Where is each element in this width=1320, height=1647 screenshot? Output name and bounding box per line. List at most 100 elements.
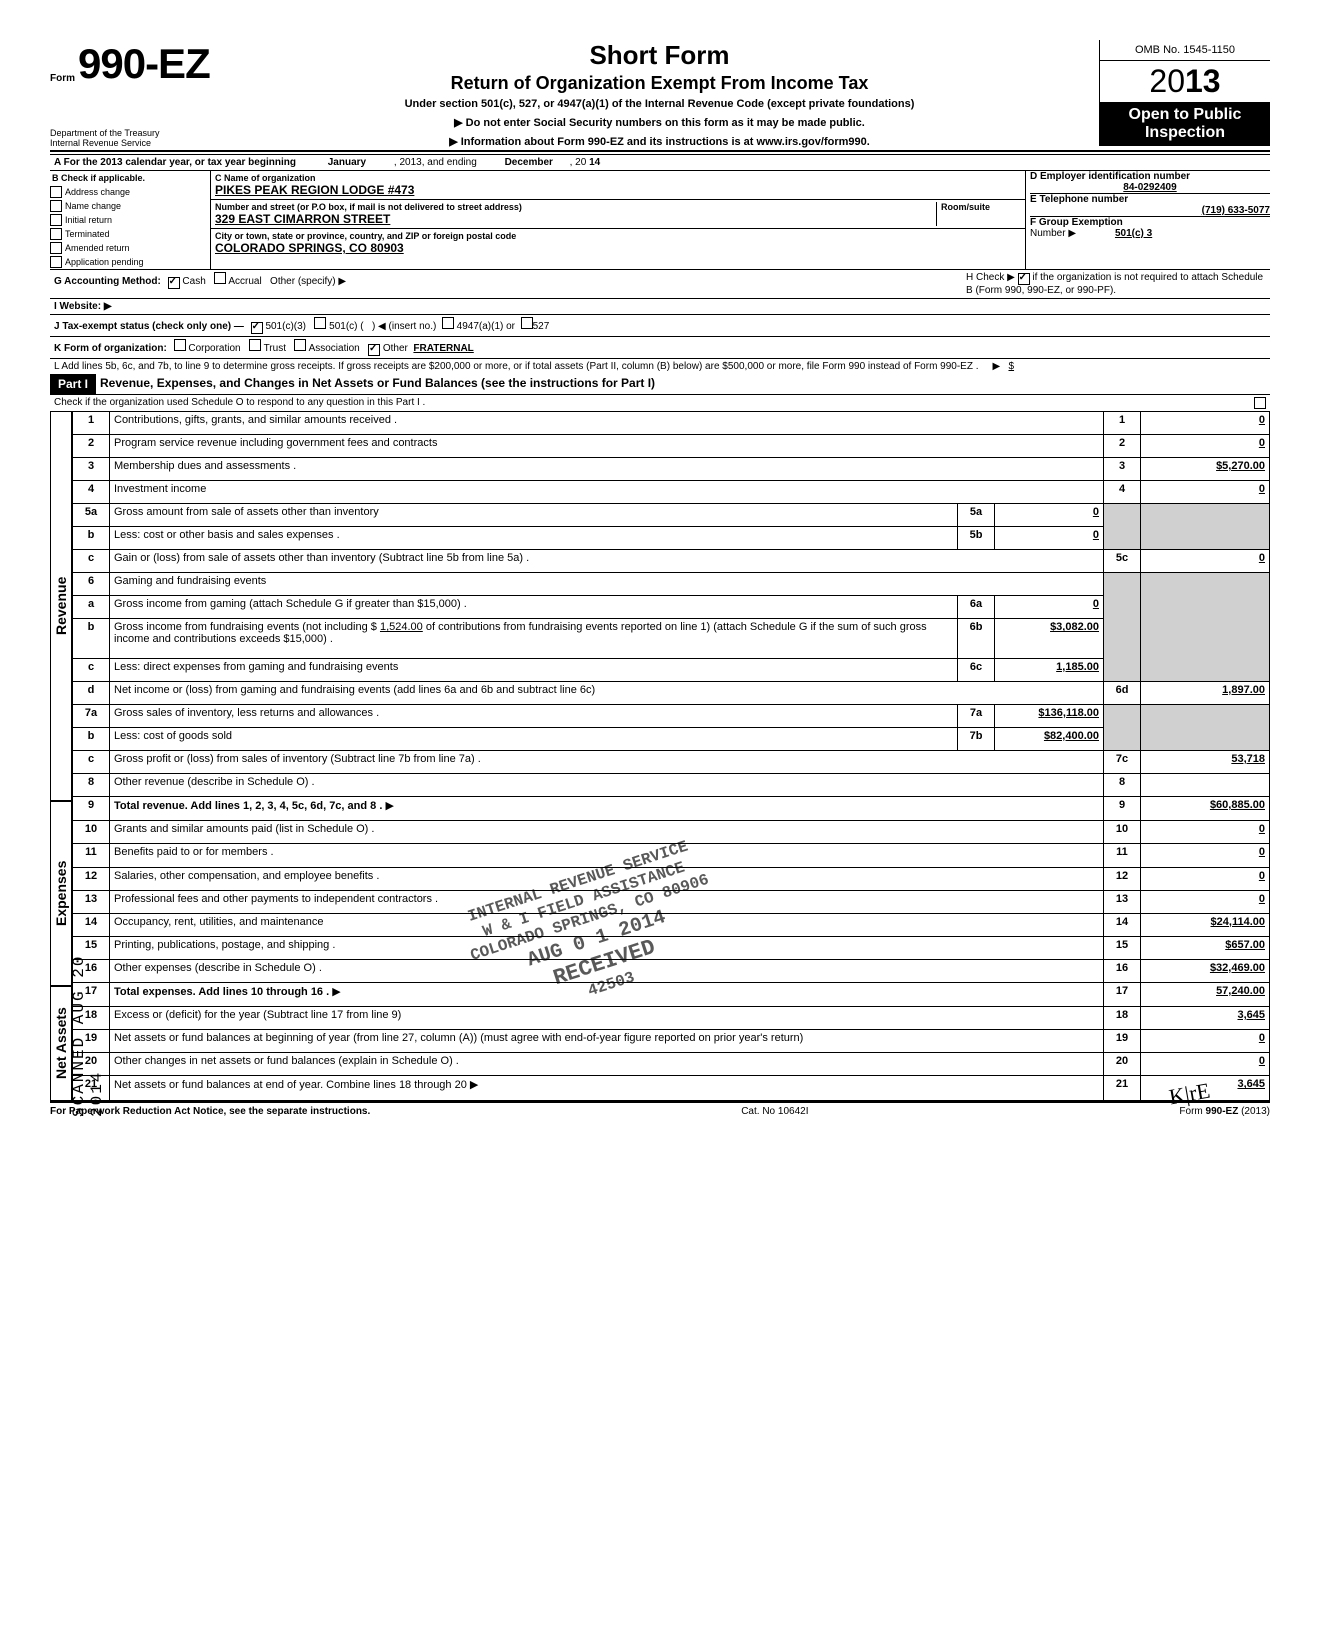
line-10-amt: 0: [1141, 821, 1270, 844]
line-12-amt: 0: [1141, 867, 1270, 890]
line-5b-sub: 0: [995, 527, 1104, 550]
line-3-amt: $5,270.00: [1141, 458, 1270, 481]
vlabel-revenue: Revenue: [50, 411, 72, 801]
cb-corp[interactable]: [174, 339, 186, 351]
cb-trust[interactable]: [249, 339, 261, 351]
period-begin: January: [328, 157, 366, 168]
line-16-amt: $32,469.00: [1141, 959, 1270, 982]
cb-name-change[interactable]: [50, 200, 62, 212]
footer-right: 990-EZ: [1206, 1106, 1239, 1117]
part1-label: Part I: [50, 374, 96, 394]
part1-title: Revenue, Expenses, and Changes in Net As…: [96, 374, 1270, 394]
cb-accrual[interactable]: [214, 272, 226, 284]
line-5a-sub: 0: [995, 504, 1104, 527]
line-2-amt: 0: [1141, 435, 1270, 458]
year-prefix: 20: [1149, 63, 1185, 99]
lbl-name-change: Name change: [65, 201, 121, 211]
tax-exempt-label: J Tax-exempt status (check only one) —: [54, 321, 244, 332]
line-5b-desc: Less: cost or other basis and sales expe…: [110, 527, 958, 550]
line-14-desc: Occupancy, rent, utilities, and maintena…: [110, 913, 1104, 936]
title-short-form: Short Form: [230, 40, 1089, 71]
line-17-amt: 57,240.00: [1141, 982, 1270, 1006]
line-21-desc: Net assets or fund balances at end of ye…: [114, 1079, 467, 1091]
cb-amended[interactable]: [50, 242, 62, 254]
line-1-amt: 0: [1141, 412, 1270, 435]
cb-terminated[interactable]: [50, 228, 62, 240]
name-label: C Name of organization: [215, 173, 1021, 183]
line-6a-sub: 0: [995, 596, 1104, 619]
line-11-desc: Benefits paid to or for members .: [110, 844, 1104, 867]
dept-treasury: Department of the Treasury: [50, 128, 220, 138]
scanned-stamp: SCANNED AUG 20 2014: [70, 920, 106, 1117]
cb-address-change[interactable]: [50, 186, 62, 198]
city-label: City or town, state or province, country…: [215, 231, 1021, 241]
period-label: A For the 2013 calendar year, or tax yea…: [54, 157, 296, 168]
line-7b-desc: Less: cost of goods sold: [110, 727, 958, 750]
lbl-trust: Trust: [264, 343, 286, 354]
line-16-desc: Other expenses (describe in Schedule O) …: [110, 959, 1104, 982]
l-arrow: ▶: [992, 361, 1000, 372]
lbl-527: 527: [533, 321, 550, 332]
period-end-label: , 20: [570, 157, 587, 168]
cb-schedule-o[interactable]: [1254, 397, 1266, 409]
lbl-cash: Cash: [182, 276, 205, 287]
cb-501c3[interactable]: [251, 322, 263, 334]
line-5c-desc: Gain or (loss) from sale of assets other…: [110, 550, 1104, 573]
lbl-terminated: Terminated: [65, 229, 110, 239]
phone-label: E Telephone number: [1030, 194, 1270, 205]
vlabel-expenses: Expenses: [50, 801, 72, 986]
form-number: 990-EZ: [78, 40, 210, 88]
line-6c-desc: Less: direct expenses from gaming and fu…: [110, 658, 958, 681]
year-bold: 13: [1185, 63, 1221, 99]
line-11-amt: 0: [1141, 844, 1270, 867]
group-number-label: Number ▶: [1030, 228, 1076, 239]
cb-cash[interactable]: [168, 277, 180, 289]
line-4-desc: Investment income: [110, 481, 1104, 504]
title-return: Return of Organization Exempt From Incom…: [230, 73, 1089, 94]
lbl-501c3: 501(c)(3): [265, 321, 306, 332]
period-line: A For the 2013 calendar year, or tax yea…: [50, 154, 1270, 170]
form-header: Form 990-EZ Department of the Treasury I…: [50, 40, 1270, 148]
line-17-arrow: ▶: [332, 986, 340, 998]
lbl-address-change: Address change: [65, 187, 130, 197]
l-amt: $: [1008, 361, 1014, 372]
cb-4947[interactable]: [442, 317, 454, 329]
line-20-amt: 0: [1141, 1053, 1270, 1076]
lbl-application-pending: Application pending: [65, 257, 144, 267]
lbl-other-org: Other: [383, 343, 408, 354]
cb-527[interactable]: [521, 317, 533, 329]
street: 329 EAST CIMARRON STREET: [215, 212, 936, 226]
ssn-note: ▶ Do not enter Social Security numbers o…: [230, 116, 1089, 129]
line-9-arrow: ▶: [385, 800, 393, 812]
line-19-desc: Net assets or fund balances at beginning…: [110, 1030, 1104, 1053]
line-21-arrow: ▶: [470, 1079, 478, 1091]
cb-initial-return[interactable]: [50, 214, 62, 226]
period-end-month: December: [505, 157, 553, 168]
omb-number: OMB No. 1545-1150: [1100, 40, 1270, 61]
line-7a-sub: $136,118.00: [995, 704, 1104, 727]
line-4-amt: 0: [1141, 481, 1270, 504]
line-12-desc: Salaries, other compensation, and employ…: [110, 867, 1104, 890]
line-9-desc: Total revenue. Add lines 1, 2, 3, 4, 5c,…: [114, 800, 382, 812]
line-6a-desc: Gross income from gaming (attach Schedul…: [110, 596, 958, 619]
street-label: Number and street (or P.O box, if mail i…: [215, 202, 936, 212]
cb-assoc[interactable]: [294, 339, 306, 351]
lbl-4947: 4947(a)(1) or: [457, 321, 515, 332]
line-6d-amt: 1,897.00: [1141, 681, 1270, 704]
line-15-amt: $657.00: [1141, 936, 1270, 959]
line-6b-contrib: 1,524.00: [380, 621, 423, 633]
lbl-initial-return: Initial return: [65, 215, 112, 225]
cb-application-pending[interactable]: [50, 256, 62, 268]
period-end-year: 14: [589, 157, 600, 168]
cb-other-org[interactable]: [368, 344, 380, 356]
section-b-header: B Check if applicable.: [50, 171, 210, 185]
open-to-public: Open to Public Inspection: [1100, 102, 1270, 146]
line-1-desc: Contributions, gifts, grants, and simila…: [110, 412, 1104, 435]
lbl-accrual: Accrual: [228, 276, 261, 287]
lbl-other-method: Other (specify) ▶: [270, 276, 346, 287]
cb-schedule-b[interactable]: [1018, 273, 1030, 285]
line-6b-desc: Gross income from fundraising events (no…: [114, 621, 377, 633]
line-5a-desc: Gross amount from sale of assets other t…: [110, 504, 958, 527]
cb-501c[interactable]: [314, 317, 326, 329]
line-10-desc: Grants and similar amounts paid (list in…: [110, 821, 1104, 844]
